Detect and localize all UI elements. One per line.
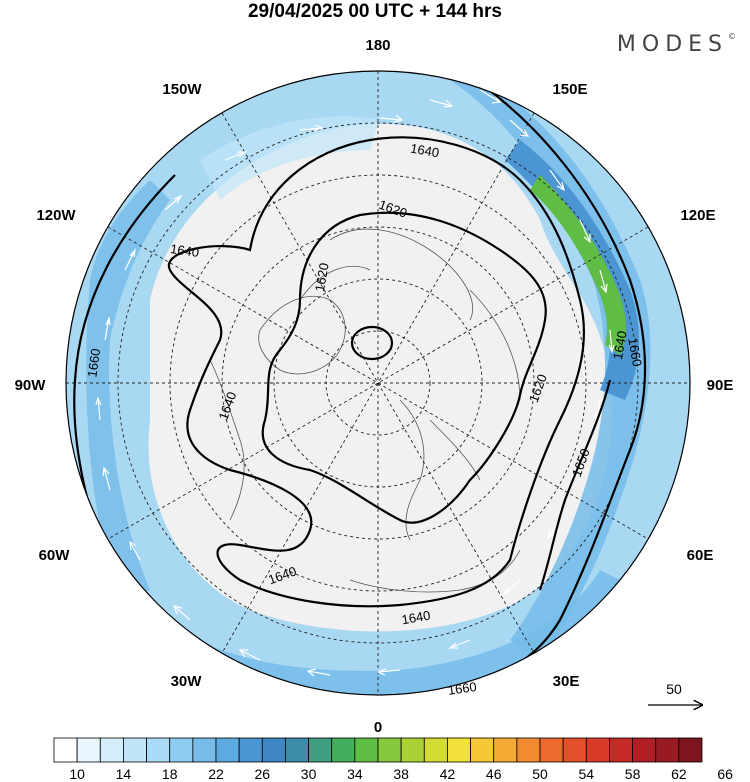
page-title: 29/04/2025 00 UTC + 144 hrs — [247, 1, 503, 22]
colorbar-tick-label: 34 — [347, 766, 363, 782]
colorbar-swatch — [308, 737, 333, 763]
globe-outline — [65, 70, 691, 696]
lon-label-150w: 150W — [162, 81, 202, 98]
colorbar-tick-label: 58 — [625, 766, 641, 782]
contour-1660-east — [239, 71, 647, 695]
contour-label: 1640 — [409, 141, 440, 161]
colorbar-swatch — [655, 737, 680, 763]
colorbar-swatch — [377, 737, 402, 763]
graticule — [66, 71, 690, 695]
lon-label-120w: 120W — [36, 207, 76, 224]
colorbar-tick-label: 26 — [254, 766, 270, 782]
height-contours — [73, 71, 647, 695]
jet-core — [505, 140, 640, 400]
contour-label: 1660 — [447, 679, 478, 698]
jet-core-max — [530, 175, 626, 355]
colorbar-swatch — [354, 737, 379, 763]
colorbar-swatch — [423, 737, 448, 763]
colorbar-swatch — [447, 737, 471, 763]
colorbar-tick-label: 66 — [717, 766, 733, 782]
colorbar-swatch — [192, 737, 217, 763]
colorbar-tick-label: 38 — [393, 766, 409, 782]
reference-vector-label: 50 — [666, 681, 682, 697]
colorbar-swatch — [285, 737, 309, 763]
lon-label-0: 0 — [374, 719, 382, 736]
colorbar-swatch — [632, 737, 657, 763]
colorbar-swatch — [609, 737, 633, 763]
lon-label-90e: 90E — [707, 377, 734, 394]
colorbar-swatch — [215, 737, 240, 763]
colorbar-swatch — [493, 737, 518, 763]
longitude-labels: 180 150W 150E 120W 120E 90W 90E 60W 60E … — [15, 37, 734, 736]
lon-label-90w: 90W — [15, 377, 47, 394]
contour-1640 — [167, 136, 586, 608]
contour-low-center — [350, 325, 394, 361]
lon-label-60w: 60W — [39, 547, 71, 564]
contour-label: 1660 — [84, 348, 103, 379]
contour-label: 1640 — [400, 608, 431, 628]
colorbar-swatch — [76, 737, 101, 763]
lon-label-30e: 30E — [553, 673, 580, 690]
contour-label: 1620 — [312, 262, 332, 293]
colorbar-swatch — [53, 737, 78, 763]
colorbar-swatch — [539, 737, 564, 763]
brand-logo: MODES© — [617, 32, 736, 57]
colorbar-tick-label: 54 — [578, 766, 594, 782]
colorbar-swatch — [400, 737, 425, 763]
colorbar-swatch — [331, 737, 356, 763]
jet-band-mid — [86, 180, 170, 600]
colorbar: 10141822263034384246505458626670 — [53, 737, 733, 782]
colorbar-tick-label: 30 — [301, 766, 317, 782]
contour-label: 1640 — [610, 330, 630, 361]
jet-band-south — [140, 570, 620, 695]
colorbar-swatch — [562, 737, 587, 763]
brand-text: MODES — [616, 32, 728, 57]
lon-label-180: 180 — [365, 37, 390, 54]
lon-label-120e: 120E — [680, 207, 715, 224]
colorbar-swatch — [516, 737, 541, 763]
shading-nw — [200, 116, 380, 200]
colorbar-swatch — [261, 737, 286, 763]
coastlines — [209, 228, 521, 593]
colorbar-tick-label: 62 — [671, 766, 687, 782]
lon-label-60e: 60E — [687, 547, 714, 564]
colorbar-swatch — [470, 737, 495, 763]
lon-label-150e: 150E — [552, 81, 587, 98]
colorbar-tick-label: 46 — [486, 766, 502, 782]
wind-vectors — [95, 89, 615, 677]
colorbar-tick-label: 22 — [208, 766, 224, 782]
brand-mark: © — [728, 32, 736, 41]
reference-vector: 50 — [648, 681, 702, 705]
colorbar-tick-label: 42 — [440, 766, 456, 782]
contour-1620 — [261, 211, 547, 524]
colorbar-swatch — [146, 737, 171, 763]
colorbar-tick-label: 18 — [162, 766, 178, 782]
colorbar-swatch — [123, 737, 147, 763]
colorbar-swatch — [238, 737, 263, 763]
contour-1650 — [538, 379, 612, 591]
colorbar-swatch — [169, 737, 194, 763]
lon-label-30w: 30W — [171, 673, 203, 690]
colorbar-tick-label: 14 — [116, 766, 132, 782]
colorbar-swatch — [678, 737, 703, 763]
contour-label: 1660 — [625, 337, 645, 368]
colorbar-swatch — [585, 737, 610, 763]
colorbar-swatch — [99, 737, 124, 763]
colorbar-tick-label: 10 — [69, 766, 85, 782]
colorbar-tick-label: 50 — [532, 766, 548, 782]
contour-label: 1640 — [169, 241, 200, 260]
